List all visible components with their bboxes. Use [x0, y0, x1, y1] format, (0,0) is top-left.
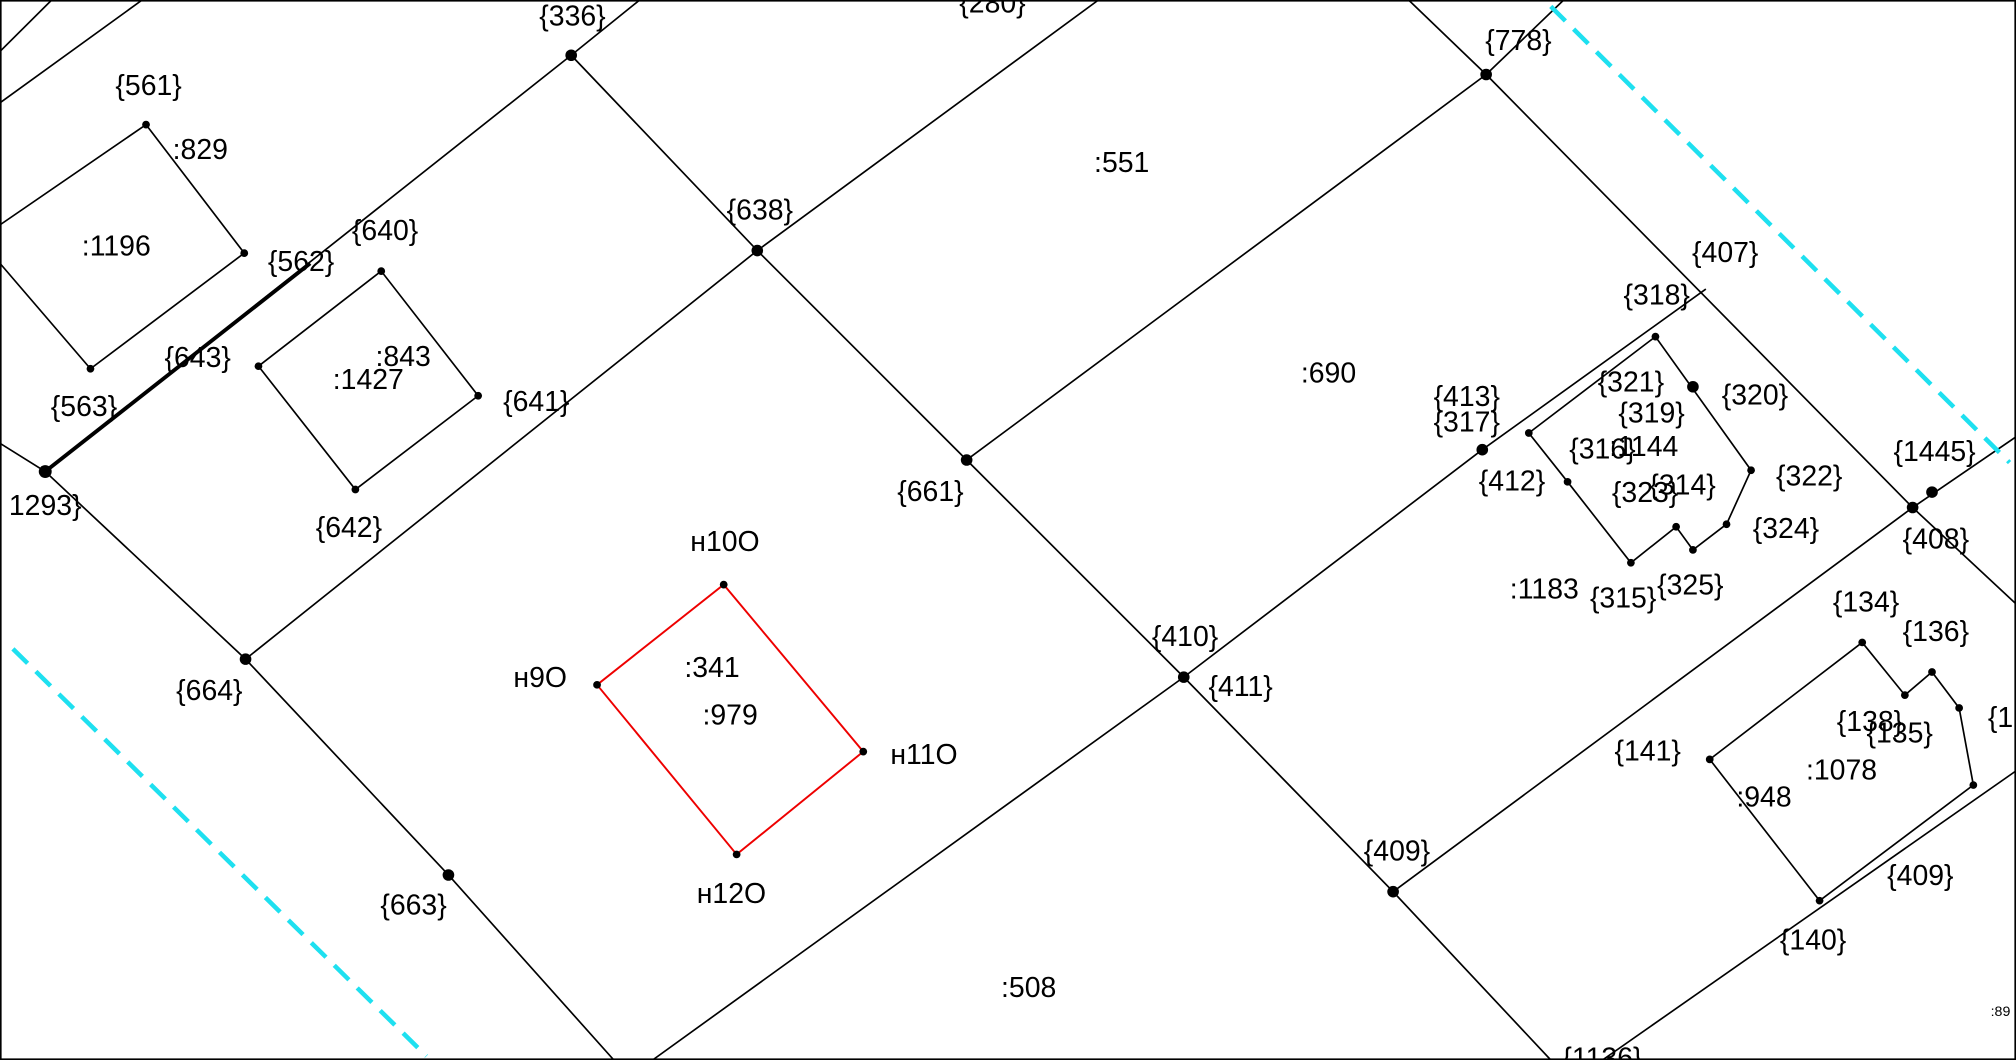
map-label: :829: [173, 134, 228, 166]
map-label: {316}: [1569, 434, 1635, 466]
map-label: {638}: [727, 195, 793, 227]
map-label: {778}: [1485, 25, 1551, 57]
map-label: :1144: [1609, 431, 1678, 463]
map-label: {412}: [1479, 466, 1545, 498]
map-label: {135}: [1867, 717, 1933, 749]
map-label: {410}: [1152, 621, 1218, 653]
map-label: {562}: [268, 246, 334, 278]
map-label: {317}: [1434, 407, 1500, 439]
map-label: {643}: [165, 342, 231, 374]
map-label: :1183: [1510, 574, 1579, 606]
map-label: {319}: [1618, 398, 1684, 430]
map-label: {411}: [1208, 671, 1272, 703]
map-label: {322}: [1776, 460, 1842, 492]
map-label: {563}: [51, 391, 117, 423]
map-label: {315}: [1590, 583, 1656, 615]
map-label: {408}: [1903, 523, 1969, 555]
map-label: {136}: [1903, 616, 1969, 648]
map-label: {314}: [1649, 469, 1715, 501]
map-label: {1: [1988, 702, 2013, 734]
map-label: н11О: [890, 739, 957, 771]
map-label: н9О: [513, 662, 567, 694]
map-label: {409}: [1364, 836, 1430, 868]
map-label: {409}: [1887, 860, 1953, 892]
points: [38, 49, 1978, 905]
map-label: {140}: [1780, 924, 1846, 956]
map-label: :551: [1094, 147, 1149, 179]
map-label: :1078: [1806, 755, 1877, 787]
map-label: :948: [1736, 782, 1791, 814]
map-label: {134}: [1833, 586, 1899, 618]
map-label: {280}: [959, 0, 1025, 20]
map-label: :690: [1301, 358, 1356, 390]
map-label: {663}: [380, 890, 446, 922]
map-label: :508: [1001, 972, 1056, 1004]
map-label: {324}: [1753, 513, 1819, 545]
map-label: :1196: [82, 231, 151, 263]
map-label: {1445}: [1893, 436, 1975, 468]
map-label: {141}: [1615, 735, 1681, 767]
map-label: {1136}: [1562, 1043, 1642, 1060]
map-label: 1293}: [9, 490, 82, 522]
map-label: {323}: [1612, 477, 1678, 509]
map-label: {321}: [1598, 367, 1664, 399]
map-label: :89: [1991, 1004, 2011, 1020]
map-label: {640}: [352, 215, 418, 247]
map-label: :1427: [333, 364, 404, 396]
map-label: {561}: [115, 70, 181, 102]
map-label: {138}: [1837, 706, 1903, 738]
map-label: н12О: [697, 878, 766, 910]
map-label: {664}: [176, 675, 242, 707]
map-label: {320}: [1722, 380, 1788, 412]
map-label: {642}: [316, 512, 382, 544]
map-label: {325}: [1657, 570, 1723, 602]
map-label: {661}: [897, 476, 963, 508]
map-label: {318}: [1624, 279, 1690, 311]
map-label: {336}: [539, 1, 605, 33]
map-label: :341: [684, 652, 739, 684]
map-label: :843: [376, 341, 431, 373]
map-label: :979: [703, 699, 758, 731]
map-label: {407}: [1692, 237, 1758, 269]
map-label: н10О: [690, 526, 759, 558]
map-label: {641}: [503, 386, 569, 418]
labels: {336} {280} {778} {561} :829 :551 {638} :1196 {5…: [9, 0, 2013, 1060]
map-label: {413}: [1434, 381, 1500, 413]
